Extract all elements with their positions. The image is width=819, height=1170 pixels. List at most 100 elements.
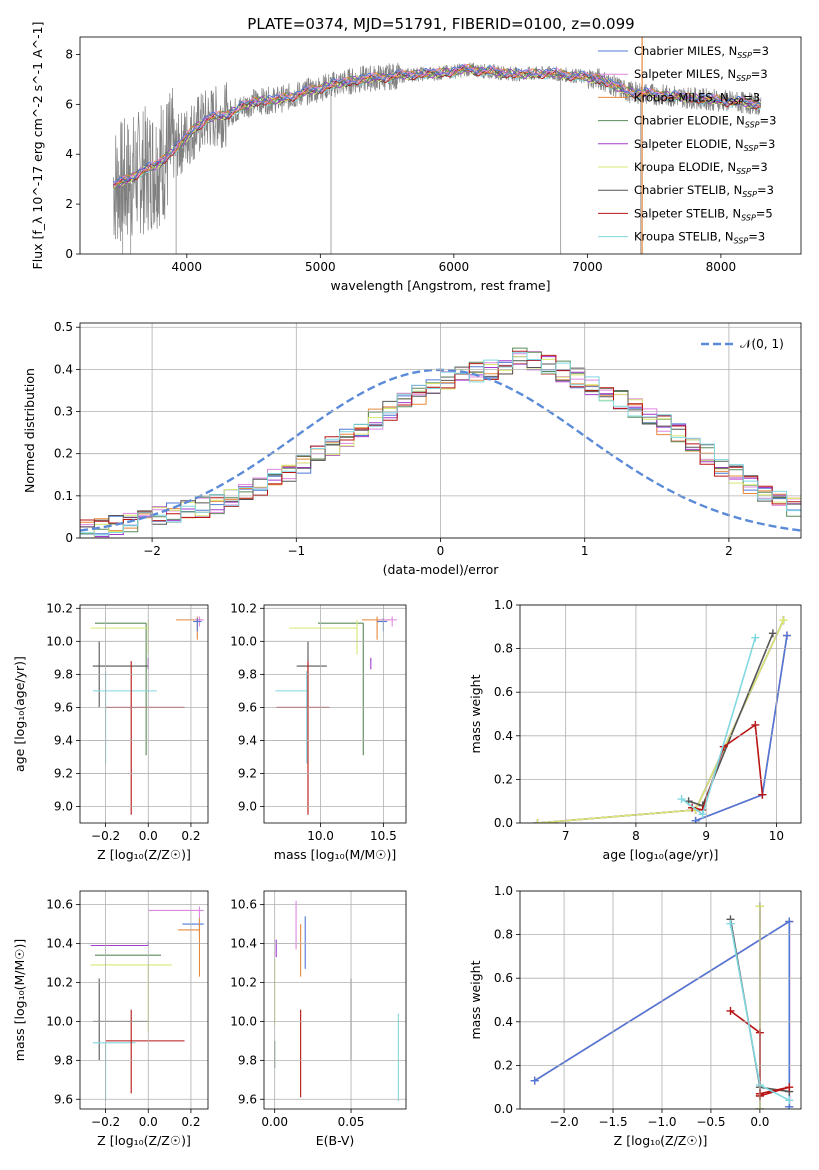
y-tick-label: 9.0 bbox=[238, 799, 257, 813]
weight-marker bbox=[677, 795, 686, 804]
x-axis-label: Z [log₁₀(Z/Z☉)] bbox=[97, 1133, 191, 1148]
mass_vs_Z-plot-area bbox=[90, 906, 204, 1102]
y-tick-label: 0.2 bbox=[494, 772, 513, 786]
y-tick-label: 4 bbox=[65, 147, 73, 161]
weight-marker bbox=[751, 720, 760, 729]
mass_vs_ebv-plot-area bbox=[274, 900, 399, 1102]
axes-frame bbox=[263, 604, 407, 824]
weight-marker bbox=[785, 1096, 794, 1105]
observed-spectrum-line bbox=[113, 62, 762, 254]
weight-marker bbox=[785, 917, 794, 926]
x-tick-label: 0.05 bbox=[338, 1115, 365, 1129]
y-tick-label: 9.2 bbox=[54, 766, 73, 780]
x-axis-label: mass [log₁₀(M/M☉)] bbox=[274, 847, 396, 862]
weight_vs_age-panel: 7 8 9 10 0.0 0.2 0.4 0.6 0.8 1.0 age [log₁₀(age/yr… bbox=[468, 598, 802, 862]
weight-series-kroupa_stelib bbox=[677, 633, 760, 819]
x-tick-label: 5000 bbox=[305, 260, 336, 274]
legend-entry-salpeter_miles: Salpeter MILES, NSSP=3 bbox=[634, 67, 768, 83]
y-tick-label: 0.2 bbox=[54, 447, 73, 461]
x-tick-label: 9 bbox=[702, 829, 710, 843]
x-tick-label: −0.2 bbox=[91, 829, 120, 843]
residuals-panel: −2 −1 0 1 2 0 0.1 0.2 0.3 0.4 0.5 (data-model)/erro… bbox=[22, 320, 802, 577]
y-axis-label: mass weight bbox=[468, 960, 483, 1039]
x-tick-label: −0.2 bbox=[91, 1115, 120, 1129]
x-axis-label: Z [log₁₀(Z/Z☉)] bbox=[614, 1133, 708, 1148]
y-tick-label: 0.8 bbox=[494, 642, 513, 656]
y-tick-label: 10.2 bbox=[46, 975, 73, 989]
weight-marker bbox=[758, 790, 767, 799]
y-tick-label: 10.2 bbox=[46, 601, 73, 615]
mass_vs_ebv-panel: 0.00 0.05 9.6 9.8 10.0 10.2 10.4 10.6 E(B-V) bbox=[230, 890, 407, 1148]
legend-entry-kroupa_elodie: Kroupa ELODIE, NSSP=3 bbox=[634, 160, 768, 176]
y-tick-label: 9.8 bbox=[238, 1053, 257, 1067]
x-axis-label: (data-model)/error bbox=[383, 562, 500, 577]
y-tick-label: 9.6 bbox=[238, 700, 257, 714]
y-tick-label: 0 bbox=[65, 247, 73, 261]
legend-entry-chabrier_stelib: Chabrier STELIB, NSSP=3 bbox=[634, 183, 774, 199]
y-tick-label: 9.8 bbox=[54, 1053, 73, 1067]
spectrum-plot-area bbox=[113, 37, 762, 254]
x-tick-label: 8000 bbox=[706, 260, 737, 274]
errorbar-point-chabrier_miles bbox=[182, 918, 204, 934]
y-tick-label: 9.8 bbox=[238, 667, 257, 681]
age_vs_Z-plot-area bbox=[90, 616, 204, 815]
x-tick-label: −1 bbox=[287, 544, 305, 558]
y-tick-label: 0.0 bbox=[494, 1102, 513, 1116]
x-tick-label: 0.0 bbox=[139, 1115, 158, 1129]
weight-marker bbox=[691, 816, 700, 823]
weight-marker bbox=[533, 819, 542, 823]
legend-entry-gaussian: 𝒩(0, 1) bbox=[740, 337, 784, 351]
weight-marker bbox=[726, 919, 735, 928]
legend-entry-chabrier_elodie: Chabrier ELODIE, NSSP=3 bbox=[634, 114, 776, 130]
axes-frame bbox=[79, 890, 209, 1110]
x-tick-label: 0.0 bbox=[139, 829, 158, 843]
errorbar-point-salpeter_miles bbox=[148, 906, 204, 919]
y-tick-label: 1.0 bbox=[494, 598, 513, 612]
x-tick-label: 1 bbox=[581, 544, 589, 558]
errorbar-point-salpeter_stelib bbox=[105, 661, 185, 815]
y-tick-label: 9.8 bbox=[54, 667, 73, 681]
x-axis-label: E(B-V) bbox=[316, 1133, 355, 1148]
x-axis-label: wavelength [Angstrom, rest frame] bbox=[330, 278, 550, 293]
y-tick-label: 9.6 bbox=[54, 700, 73, 714]
errorbar-point-chabrier_miles bbox=[193, 618, 202, 632]
y-tick-label: 10.0 bbox=[46, 1014, 73, 1028]
x-tick-label: −2.0 bbox=[549, 1115, 578, 1129]
y-tick-label: 10.0 bbox=[46, 634, 73, 648]
x-tick-label: 4000 bbox=[172, 260, 203, 274]
y-tick-label: 10.4 bbox=[46, 937, 73, 951]
y-tick-label: 8 bbox=[65, 47, 73, 61]
x-tick-label: 0 bbox=[437, 544, 445, 558]
y-tick-label: 9.2 bbox=[238, 766, 257, 780]
x-tick-label: 6000 bbox=[439, 260, 470, 274]
y-tick-label: 10.2 bbox=[230, 975, 257, 989]
x-tick-label: 10 bbox=[769, 829, 784, 843]
x-tick-label: −0.5 bbox=[696, 1115, 725, 1129]
y-tick-label: 0.4 bbox=[494, 1015, 513, 1029]
weight_vs_age-plot-area bbox=[533, 616, 791, 823]
model-spectrum-kroupa_miles bbox=[113, 63, 761, 190]
x-tick-label: 0.2 bbox=[181, 829, 200, 843]
axes-frame bbox=[519, 890, 802, 1110]
x-tick-label: 0.2 bbox=[181, 1115, 200, 1129]
y-tick-label: 0.6 bbox=[494, 971, 513, 985]
axes-frame bbox=[79, 604, 209, 824]
figure-title: PLATE=0374, MJD=51791, FIBERID=0100, z=0… bbox=[247, 15, 634, 33]
weight-marker bbox=[779, 616, 788, 625]
errorbar-point-salpeter_stelib bbox=[276, 661, 330, 815]
errorbar-point-salpeter_stelib bbox=[105, 1009, 185, 1094]
weight-series-salpeter_elodie bbox=[533, 616, 788, 823]
weight-marker bbox=[726, 1006, 735, 1015]
y-tick-label: 0.5 bbox=[54, 320, 73, 334]
age_vs_mass-plot-area bbox=[275, 616, 398, 815]
y-tick-label: 0.2 bbox=[494, 1058, 513, 1072]
errorbar-point-kroupa_miles bbox=[178, 918, 201, 977]
x-tick-label: −1.0 bbox=[647, 1115, 676, 1129]
weight-marker bbox=[768, 629, 777, 638]
errorbar-point-salpeter_miles bbox=[379, 616, 398, 627]
legend-entry-salpeter_stelib: Salpeter STELIB, NSSP=5 bbox=[634, 206, 773, 222]
y-tick-label: 0.4 bbox=[54, 362, 73, 376]
legend-entry-chabrier_miles: Chabrier MILES, NSSP=3 bbox=[634, 44, 769, 60]
y-tick-label: 0.1 bbox=[54, 489, 73, 503]
weight-series-chabrier_elodie bbox=[533, 616, 788, 823]
